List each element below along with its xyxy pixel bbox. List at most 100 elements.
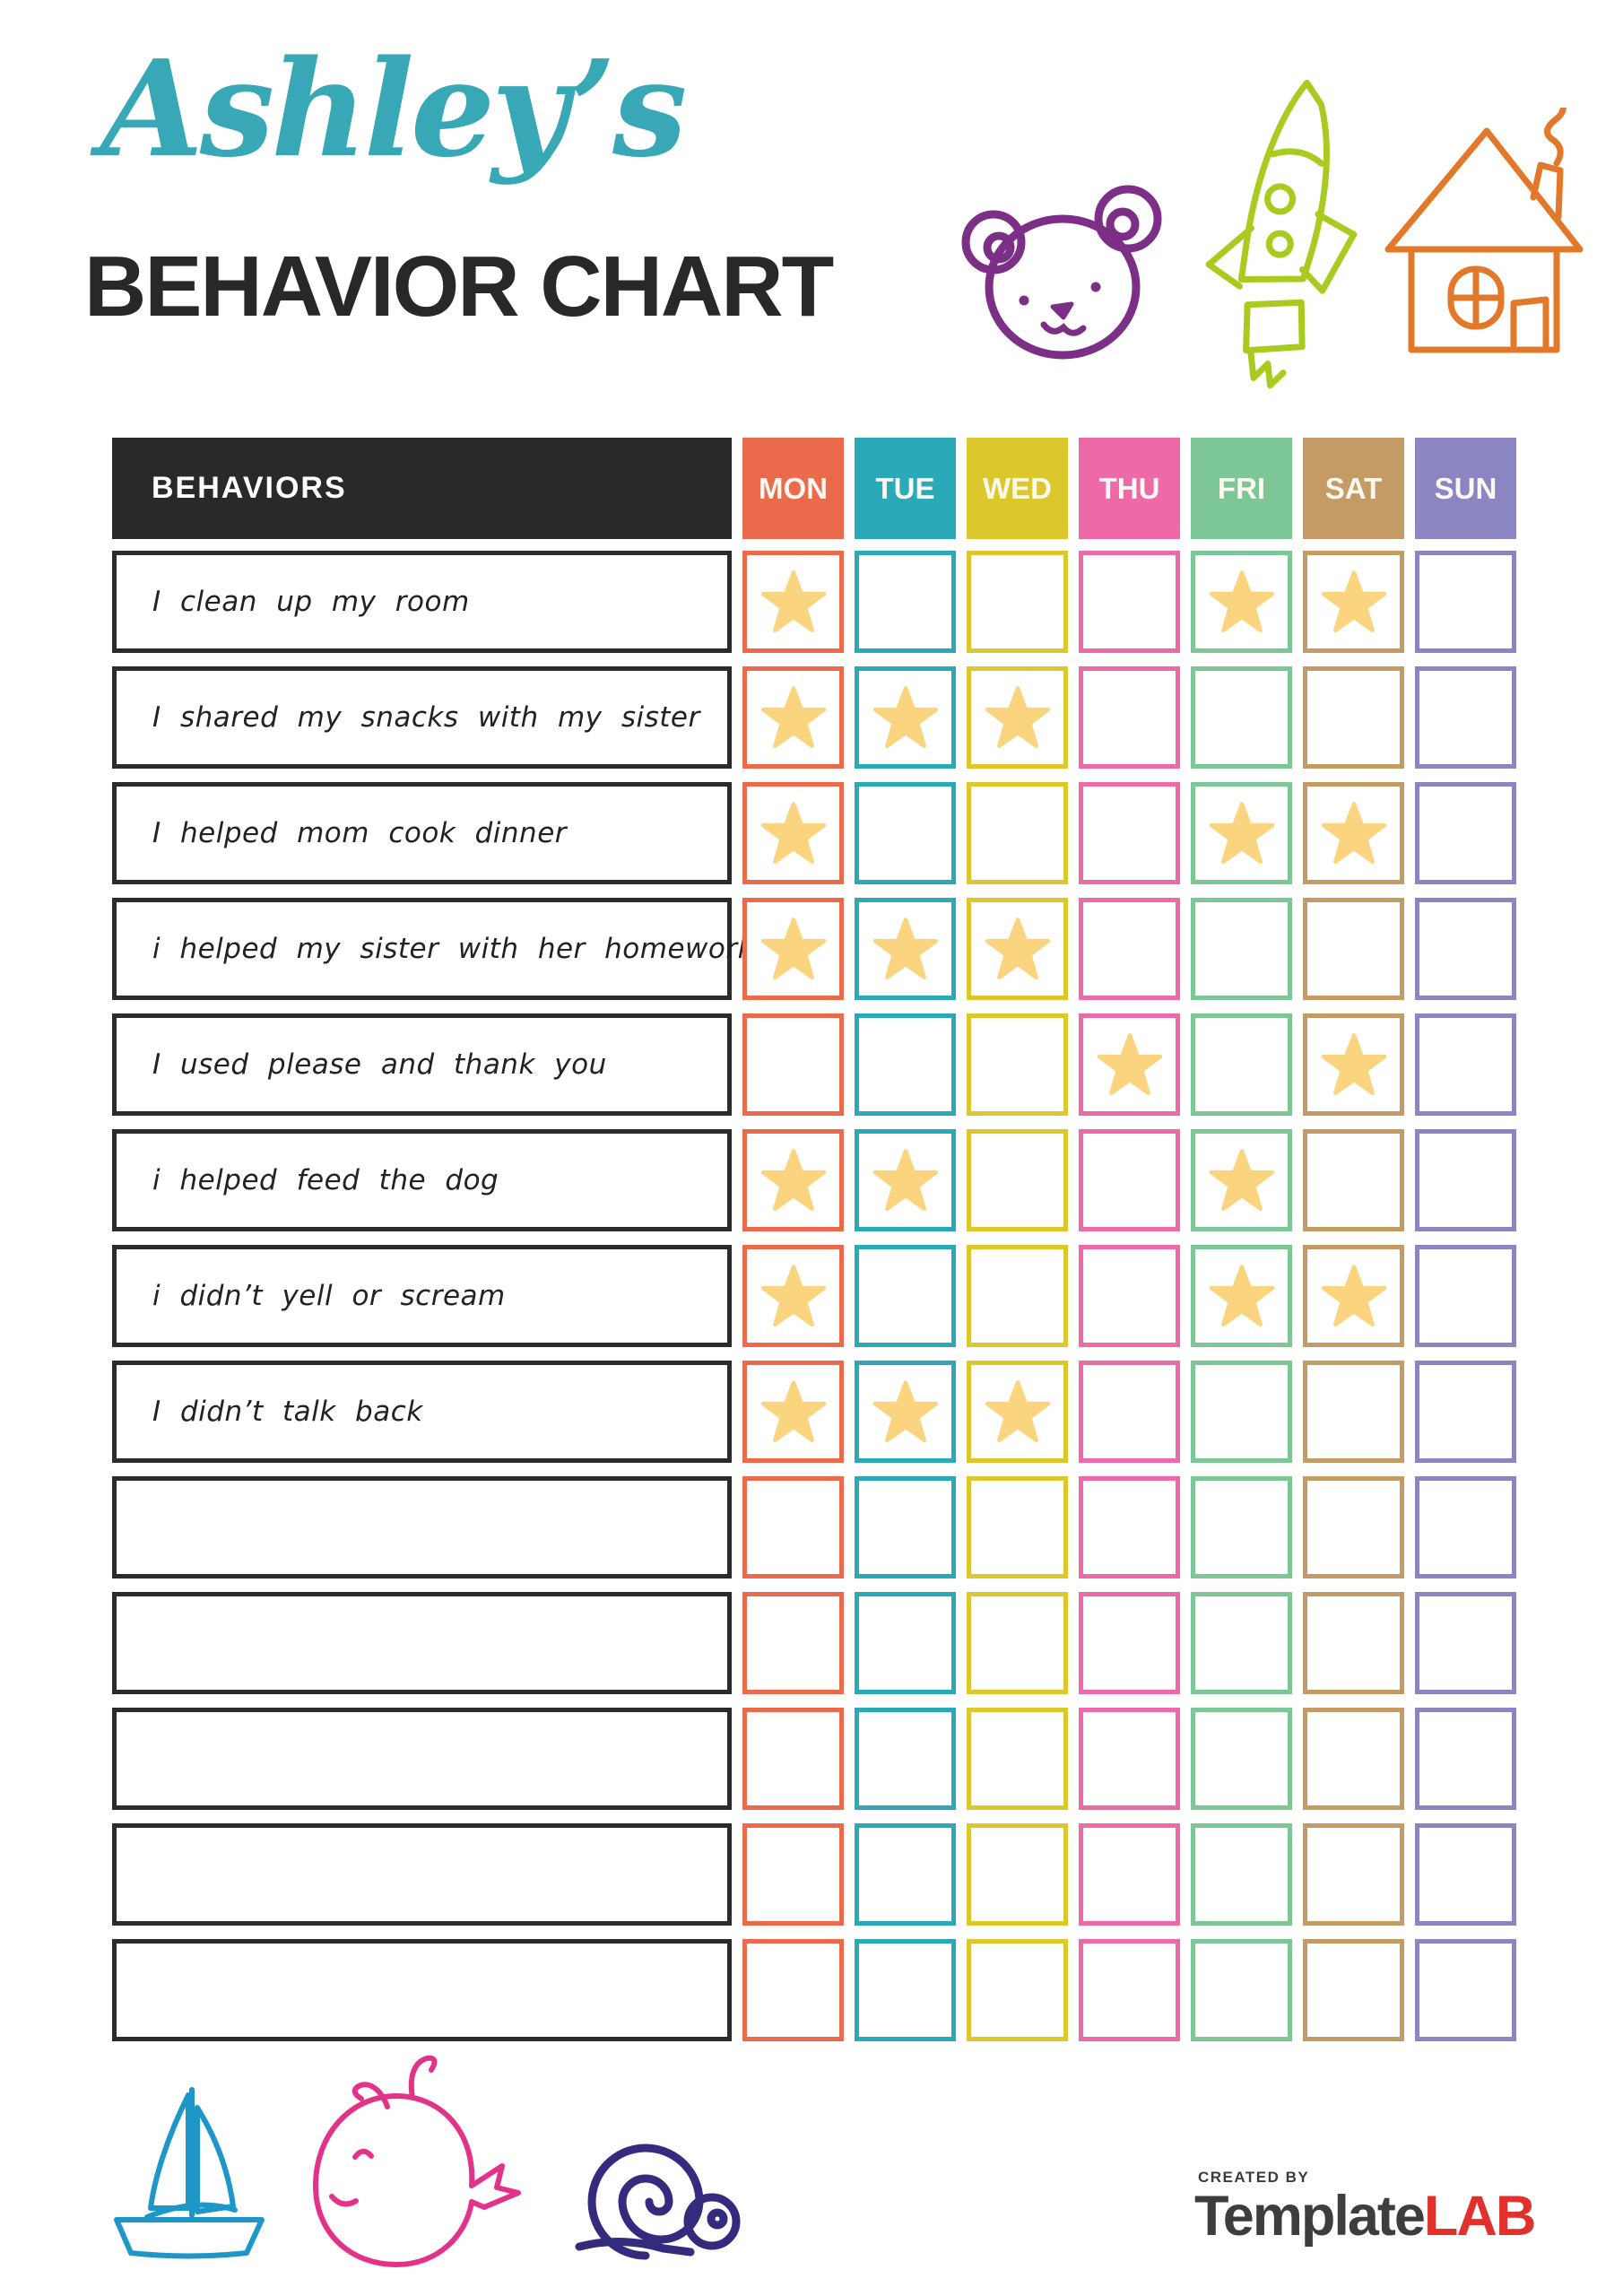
cell-wed-row13[interactable] <box>967 1939 1068 2041</box>
house-doodle-icon <box>1381 108 1587 372</box>
cell-mon-row5[interactable] <box>742 1013 844 1116</box>
brand-name: TemplateLAB <box>1194 2188 1536 2245</box>
cell-sun-row1[interactable] <box>1415 551 1516 653</box>
cell-fri-row10[interactable] <box>1191 1592 1292 1694</box>
cell-fri-row7[interactable] <box>1191 1245 1292 1347</box>
cell-fri-row2[interactable] <box>1191 666 1292 769</box>
cell-mon-row3[interactable] <box>742 782 844 884</box>
cell-sun-row5[interactable] <box>1415 1013 1516 1116</box>
cell-tue-row1[interactable] <box>855 551 956 653</box>
star-icon <box>1321 570 1386 633</box>
cell-wed-row12[interactable] <box>967 1823 1068 1926</box>
cell-thu-row13[interactable] <box>1079 1939 1180 2041</box>
cell-sat-row13[interactable] <box>1303 1939 1404 2041</box>
cell-thu-row8[interactable] <box>1079 1361 1180 1463</box>
cell-fri-row9[interactable] <box>1191 1476 1292 1578</box>
cell-sat-row10[interactable] <box>1303 1592 1404 1694</box>
cell-sun-row12[interactable] <box>1415 1823 1516 1926</box>
cell-sat-row8[interactable] <box>1303 1361 1404 1463</box>
cell-sat-row12[interactable] <box>1303 1823 1404 1926</box>
cell-tue-row4[interactable] <box>855 898 956 1000</box>
cell-tue-row13[interactable] <box>855 1939 956 2041</box>
cell-thu-row9[interactable] <box>1079 1476 1180 1578</box>
cell-wed-row5[interactable] <box>967 1013 1068 1116</box>
cell-wed-row4[interactable] <box>967 898 1068 1000</box>
cell-wed-row10[interactable] <box>967 1592 1068 1694</box>
cell-tue-row2[interactable] <box>855 666 956 769</box>
cell-mon-row1[interactable] <box>742 551 844 653</box>
cell-thu-row11[interactable] <box>1079 1708 1180 1810</box>
cell-wed-row7[interactable] <box>967 1245 1068 1347</box>
cell-sat-row4[interactable] <box>1303 898 1404 1000</box>
cell-sun-row4[interactable] <box>1415 898 1516 1000</box>
cell-tue-row9[interactable] <box>855 1476 956 1578</box>
cell-sat-row1[interactable] <box>1303 551 1404 653</box>
cell-wed-row9[interactable] <box>967 1476 1068 1578</box>
table-row <box>112 1708 1529 1810</box>
cell-sun-row7[interactable] <box>1415 1245 1516 1347</box>
cell-tue-row11[interactable] <box>855 1708 956 1810</box>
cell-mon-row4[interactable] <box>742 898 844 1000</box>
cell-tue-row3[interactable] <box>855 782 956 884</box>
snail-doodle-icon <box>556 2130 744 2269</box>
cell-wed-row8[interactable] <box>967 1361 1068 1463</box>
table-row: I helped mom cook dinner <box>112 782 1529 884</box>
cell-fri-row5[interactable] <box>1191 1013 1292 1116</box>
cell-fri-row6[interactable] <box>1191 1129 1292 1231</box>
cell-mon-row7[interactable] <box>742 1245 844 1347</box>
cell-thu-row3[interactable] <box>1079 782 1180 884</box>
cell-fri-row11[interactable] <box>1191 1708 1292 1810</box>
cell-thu-row7[interactable] <box>1079 1245 1180 1347</box>
cell-mon-row2[interactable] <box>742 666 844 769</box>
cell-tue-row10[interactable] <box>855 1592 956 1694</box>
cell-fri-row4[interactable] <box>1191 898 1292 1000</box>
cell-sat-row9[interactable] <box>1303 1476 1404 1578</box>
cell-mon-row12[interactable] <box>742 1823 844 1926</box>
cell-tue-row6[interactable] <box>855 1129 956 1231</box>
cell-sat-row6[interactable] <box>1303 1129 1404 1231</box>
cell-mon-row11[interactable] <box>742 1708 844 1810</box>
cell-mon-row8[interactable] <box>742 1361 844 1463</box>
cell-fri-row12[interactable] <box>1191 1823 1292 1926</box>
star-icon <box>760 802 826 865</box>
cell-mon-row6[interactable] <box>742 1129 844 1231</box>
cell-fri-row1[interactable] <box>1191 551 1292 653</box>
star-icon <box>760 918 826 980</box>
cell-sun-row11[interactable] <box>1415 1708 1516 1810</box>
cell-sun-row10[interactable] <box>1415 1592 1516 1694</box>
cell-tue-row8[interactable] <box>855 1361 956 1463</box>
cell-sun-row2[interactable] <box>1415 666 1516 769</box>
cell-mon-row10[interactable] <box>742 1592 844 1694</box>
cell-wed-row2[interactable] <box>967 666 1068 769</box>
cell-wed-row6[interactable] <box>967 1129 1068 1231</box>
cell-thu-row2[interactable] <box>1079 666 1180 769</box>
cell-sun-row6[interactable] <box>1415 1129 1516 1231</box>
cell-mon-row13[interactable] <box>742 1939 844 2041</box>
cell-fri-row3[interactable] <box>1191 782 1292 884</box>
cell-thu-row1[interactable] <box>1079 551 1180 653</box>
cell-wed-row1[interactable] <box>967 551 1068 653</box>
cell-sun-row3[interactable] <box>1415 782 1516 884</box>
cell-tue-row7[interactable] <box>855 1245 956 1347</box>
cell-tue-row5[interactable] <box>855 1013 956 1116</box>
cell-fri-row8[interactable] <box>1191 1361 1292 1463</box>
cell-sun-row13[interactable] <box>1415 1939 1516 2041</box>
cell-thu-row12[interactable] <box>1079 1823 1180 1926</box>
cell-sat-row5[interactable] <box>1303 1013 1404 1116</box>
cell-wed-row11[interactable] <box>967 1708 1068 1810</box>
cell-tue-row12[interactable] <box>855 1823 956 1926</box>
cell-sat-row2[interactable] <box>1303 666 1404 769</box>
cell-sat-row7[interactable] <box>1303 1245 1404 1347</box>
cell-wed-row3[interactable] <box>967 782 1068 884</box>
cell-sat-row3[interactable] <box>1303 782 1404 884</box>
cell-sun-row9[interactable] <box>1415 1476 1516 1578</box>
cell-thu-row6[interactable] <box>1079 1129 1180 1231</box>
cell-thu-row10[interactable] <box>1079 1592 1180 1694</box>
cell-thu-row4[interactable] <box>1079 898 1180 1000</box>
cell-mon-row9[interactable] <box>742 1476 844 1578</box>
star-icon <box>760 1149 826 1212</box>
cell-sun-row8[interactable] <box>1415 1361 1516 1463</box>
cell-fri-row13[interactable] <box>1191 1939 1292 2041</box>
cell-thu-row5[interactable] <box>1079 1013 1180 1116</box>
cell-sat-row11[interactable] <box>1303 1708 1404 1810</box>
